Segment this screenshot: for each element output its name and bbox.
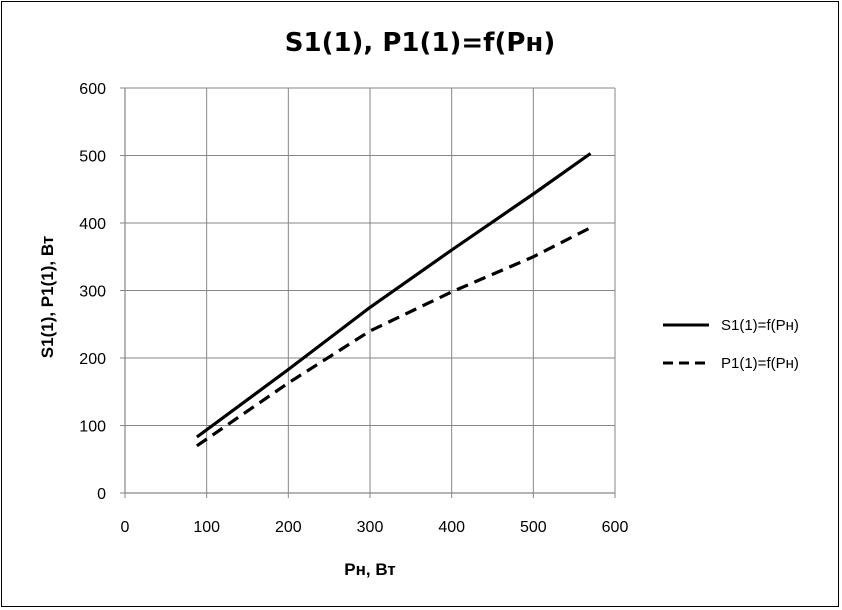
- x-tick-label: 0: [121, 519, 130, 536]
- legend-swatch-solid: [663, 323, 709, 327]
- y-tick-label: 200: [79, 351, 106, 368]
- y-tick-label: 400: [79, 216, 106, 233]
- legend-item-s1: S1(1)=f(Pн): [663, 306, 799, 344]
- chart-title: S1(1), P1(1)=f(Pн): [284, 28, 556, 58]
- legend-label-s1: S1(1)=f(Pн): [721, 316, 799, 334]
- x-tick-label: 400: [438, 519, 465, 536]
- y-tick-label: 300: [79, 284, 106, 301]
- x-tick-label: 300: [357, 519, 384, 536]
- grid: [120, 87, 616, 498]
- y-tick-label: 500: [79, 149, 106, 166]
- series-line-1: [195, 226, 592, 448]
- y-tick-label: 600: [79, 81, 106, 98]
- legend-swatch-dashed: [663, 361, 709, 365]
- x-tick-label: 100: [193, 519, 220, 536]
- x-tick-label: 600: [602, 519, 629, 536]
- x-tick-label: 500: [520, 519, 547, 536]
- series-line-0: [195, 152, 592, 439]
- y-tick-label: 0: [97, 486, 106, 503]
- y-axis-label: S1(1), P1(1), Вт: [38, 235, 57, 359]
- x-tick-labels: 0 100 200 300 400 500 600: [121, 519, 629, 536]
- x-tick-label: 200: [275, 519, 302, 536]
- x-axis-label: Pн, Вт: [344, 560, 396, 579]
- legend-item-p1: P1(1)=f(Pн): [663, 344, 799, 382]
- y-tick-label: 100: [79, 419, 106, 436]
- legend: S1(1)=f(Pн) P1(1)=f(Pн): [663, 306, 799, 382]
- y-tick-labels: 0 100 200 300 400 500 600: [79, 81, 106, 503]
- series-lines: [195, 152, 592, 448]
- legend-label-p1: P1(1)=f(Pн): [721, 354, 799, 372]
